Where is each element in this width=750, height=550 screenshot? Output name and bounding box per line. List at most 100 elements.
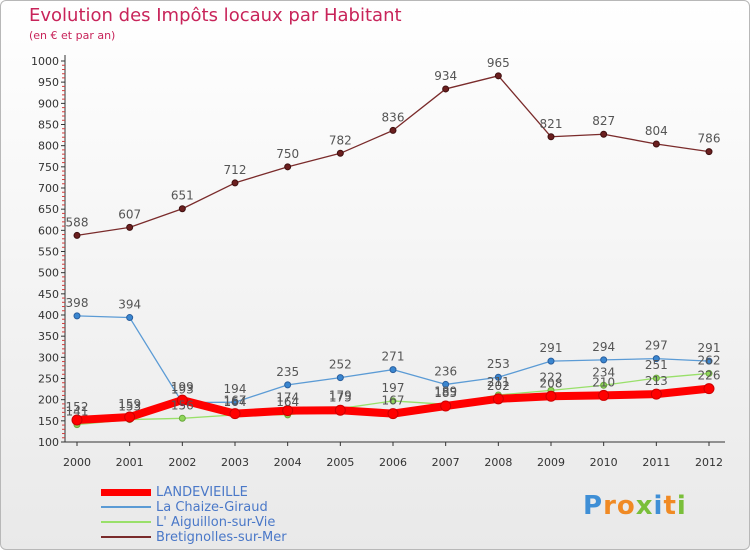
data-point xyxy=(336,149,344,157)
data-point xyxy=(600,130,608,138)
logo-letter: r xyxy=(603,491,617,521)
data-point xyxy=(73,231,81,239)
data-labels: 588 607 651 712 750 782 836 934 965 821 827 804 786 3… xyxy=(66,56,721,419)
data-point xyxy=(440,400,452,412)
data-point xyxy=(600,356,608,364)
y-tick-label: 650 xyxy=(38,203,59,216)
logo-letter: i xyxy=(653,491,664,521)
data-point xyxy=(231,398,239,406)
data-label: 156 xyxy=(171,398,194,412)
data-point xyxy=(494,72,502,80)
legend-item[interactable]: LANDEVIEILLE xyxy=(101,485,287,500)
data-label: 202 xyxy=(487,379,510,393)
data-label: 607 xyxy=(118,207,141,221)
legend-item[interactable]: La Chaize-Giraud xyxy=(101,500,287,515)
legend-item[interactable]: L' Aiguillon-sur-Vie xyxy=(101,515,287,530)
logo-letter: P xyxy=(583,491,604,521)
data-label: 297 xyxy=(645,339,668,353)
data-label: 208 xyxy=(540,376,563,390)
y-tick-label: 150 xyxy=(38,415,59,428)
logo-letter: i xyxy=(676,491,687,521)
legend-swatch xyxy=(101,521,151,523)
data-label: 291 xyxy=(698,341,721,355)
data-point xyxy=(126,314,134,322)
x-tick-label: 2012 xyxy=(695,456,723,469)
data-point xyxy=(652,355,660,363)
data-label: 222 xyxy=(540,370,563,384)
data-point xyxy=(178,205,186,213)
data-point xyxy=(73,312,81,320)
data-point xyxy=(178,414,186,422)
data-point xyxy=(336,374,344,382)
data-point xyxy=(284,163,292,171)
data-label: 167 xyxy=(224,394,247,408)
y-tick-label: 600 xyxy=(38,224,59,237)
data-label: 291 xyxy=(540,341,563,355)
data-label: 189 xyxy=(434,384,457,398)
data-label: 210 xyxy=(592,375,615,389)
y-tick-label: 250 xyxy=(38,373,59,386)
proxiti-logo: Proxiti xyxy=(583,491,687,521)
data-label: 175 xyxy=(329,390,352,404)
x-tick-label: 2008 xyxy=(484,456,512,469)
x-tick-label: 2011 xyxy=(642,456,670,469)
legend-swatch xyxy=(101,488,151,496)
data-label: 141 xyxy=(66,405,89,419)
data-point xyxy=(124,411,136,423)
y-tick-label: 900 xyxy=(38,97,59,110)
data-label: 152 xyxy=(66,400,89,414)
data-point xyxy=(126,223,134,231)
data-label: 836 xyxy=(382,110,405,124)
data-label: 234 xyxy=(592,365,615,379)
data-point xyxy=(705,148,713,156)
x-tick-label: 2002 xyxy=(168,456,196,469)
logo-letter: x xyxy=(635,491,654,521)
x-tick-label: 2006 xyxy=(379,456,407,469)
y-tick-label: 100 xyxy=(38,436,59,449)
y-tick-label: 200 xyxy=(38,394,59,407)
data-label: 185 xyxy=(434,386,457,400)
x-tick-label: 2003 xyxy=(221,456,249,469)
y-tick-label: 850 xyxy=(38,119,59,132)
y-tick-label: 950 xyxy=(38,76,59,89)
chart-subtitle: (en € et par an) xyxy=(29,29,116,42)
legend-label: Bretignolles-sur-Mer xyxy=(156,529,287,545)
data-label: 294 xyxy=(592,340,615,354)
axes: 100 150 200 250 300 350 400 450 500 550 600 650 700 7… xyxy=(31,55,725,469)
data-point xyxy=(600,381,608,389)
y-tick-label: 300 xyxy=(38,351,59,364)
y-tick-label: 500 xyxy=(38,267,59,280)
data-point xyxy=(652,374,660,382)
data-point xyxy=(703,383,715,395)
data-label: 253 xyxy=(487,357,510,371)
legend-item[interactable]: Bretignolles-sur-Mer xyxy=(101,529,287,545)
data-label: 782 xyxy=(329,133,352,147)
legend: LANDEVIEILLE La Chaize-Giraud L' Aiguill… xyxy=(101,485,287,545)
data-label: 226 xyxy=(698,369,721,383)
logo-letter: t xyxy=(663,491,677,521)
data-point xyxy=(492,393,504,405)
data-label: 651 xyxy=(171,189,194,203)
data-label: 965 xyxy=(487,56,510,70)
y-tick-label: 800 xyxy=(38,140,59,153)
data-label: 159 xyxy=(118,397,141,411)
data-label: 164 xyxy=(276,395,299,409)
series-line xyxy=(76,75,710,237)
data-point xyxy=(284,381,292,389)
data-label: 271 xyxy=(382,350,405,364)
data-point xyxy=(389,126,397,134)
data-point xyxy=(176,394,188,406)
data-point xyxy=(545,390,557,402)
data-label: 164 xyxy=(224,395,247,409)
x-tick-label: 2001 xyxy=(116,456,144,469)
data-point xyxy=(389,366,397,374)
data-point xyxy=(705,369,713,377)
y-tick-label: 550 xyxy=(38,246,59,259)
data-point xyxy=(652,140,660,148)
data-point xyxy=(71,414,83,426)
chart-title: Evolution des Impôts locaux par Habitant xyxy=(29,5,402,26)
y-tick-label: 350 xyxy=(38,330,59,343)
data-point xyxy=(334,404,346,416)
